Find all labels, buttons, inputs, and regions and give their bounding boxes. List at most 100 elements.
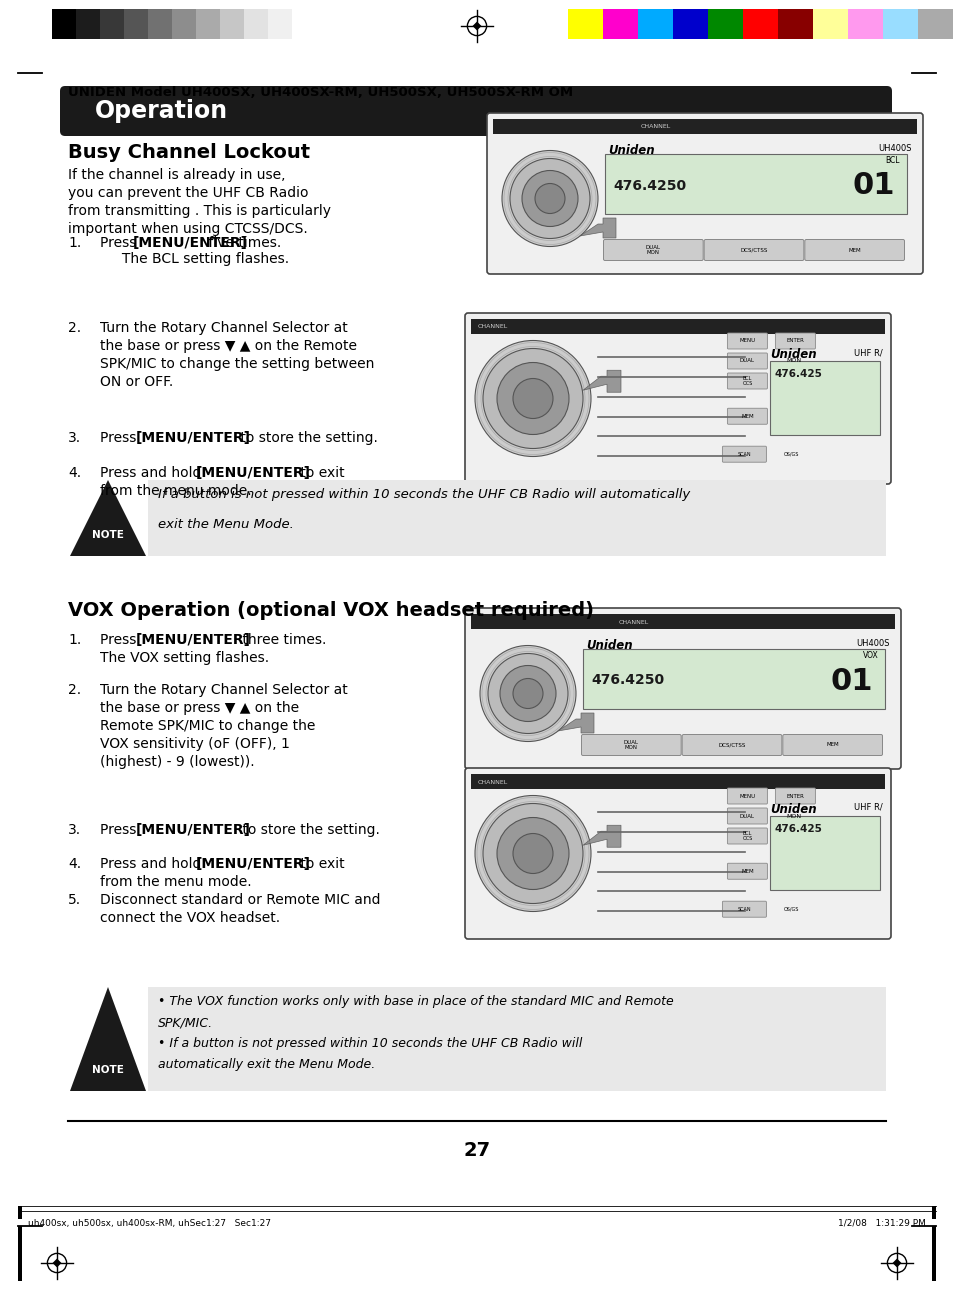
- Circle shape: [482, 804, 582, 903]
- FancyBboxPatch shape: [726, 827, 766, 844]
- Text: VOX: VOX: [862, 650, 878, 660]
- Text: 5.: 5.: [68, 892, 81, 907]
- Text: MON: MON: [785, 813, 801, 818]
- Circle shape: [535, 183, 564, 213]
- Text: • The VOX function works only with base in place of the standard MIC and Remote: • The VOX function works only with base …: [158, 995, 673, 1008]
- Bar: [268, 9, 292, 39]
- Text: The BCL setting flashes.: The BCL setting flashes.: [100, 252, 289, 265]
- Bar: [778, 9, 812, 39]
- Circle shape: [513, 834, 553, 873]
- Bar: [220, 9, 244, 39]
- Text: MENU: MENU: [739, 794, 755, 799]
- Text: 476.425: 476.425: [774, 368, 821, 379]
- FancyBboxPatch shape: [726, 373, 766, 389]
- FancyBboxPatch shape: [581, 735, 680, 756]
- FancyBboxPatch shape: [603, 239, 702, 260]
- Bar: [148, 480, 885, 556]
- FancyBboxPatch shape: [726, 353, 766, 369]
- Circle shape: [510, 159, 589, 238]
- Text: BCL
OCS: BCL OCS: [741, 376, 752, 386]
- FancyBboxPatch shape: [60, 86, 891, 137]
- FancyBboxPatch shape: [464, 608, 900, 769]
- Text: DUAL: DUAL: [740, 813, 754, 818]
- Text: important when using CTCSS/DCS.: important when using CTCSS/DCS.: [68, 222, 308, 235]
- Text: to store the setting.: to store the setting.: [237, 824, 379, 837]
- Polygon shape: [582, 371, 620, 392]
- Bar: [148, 987, 885, 1092]
- Text: DUAL
MON: DUAL MON: [623, 739, 639, 751]
- Text: (highest) - 9 (lowest)).: (highest) - 9 (lowest)).: [100, 755, 254, 769]
- Text: DCS/CTSS: DCS/CTSS: [718, 743, 745, 748]
- Text: OS/GS: OS/GS: [782, 451, 798, 457]
- Bar: [672, 9, 707, 39]
- Circle shape: [479, 645, 576, 742]
- Text: CHANNEL: CHANNEL: [477, 779, 508, 785]
- Text: 476.425: 476.425: [774, 824, 821, 834]
- Text: MEM: MEM: [825, 743, 838, 748]
- Bar: [244, 9, 268, 39]
- Polygon shape: [892, 1258, 901, 1267]
- Text: 476.4250: 476.4250: [613, 178, 685, 193]
- Bar: [770, 360, 879, 435]
- Text: BCL
OCS: BCL OCS: [741, 830, 752, 842]
- Text: UNIDEN Model UH400SX, UH400SX-RM, UH500SX, UH500SX-RM OM: UNIDEN Model UH400SX, UH400SX-RM, UH500S…: [68, 86, 573, 99]
- Text: SPK/MIC.: SPK/MIC.: [158, 1016, 213, 1029]
- Bar: [917, 9, 952, 39]
- Polygon shape: [579, 219, 616, 238]
- Text: Press: Press: [100, 431, 141, 445]
- Text: MEM: MEM: [740, 414, 753, 419]
- FancyBboxPatch shape: [726, 864, 766, 879]
- Text: [MENU/ENTER]: [MENU/ENTER]: [136, 431, 251, 445]
- Bar: [100, 9, 124, 39]
- Text: UH400S: UH400S: [878, 144, 911, 154]
- Text: 4.: 4.: [68, 857, 81, 870]
- Text: ENTER: ENTER: [785, 338, 803, 343]
- FancyBboxPatch shape: [782, 735, 882, 756]
- Text: VOX sensitivity (oF (OFF), 1: VOX sensitivity (oF (OFF), 1: [100, 736, 290, 751]
- Bar: [493, 118, 916, 134]
- Text: Turn the Rotary Channel Selector at: Turn the Rotary Channel Selector at: [100, 683, 348, 697]
- Text: MENU: MENU: [739, 338, 755, 343]
- Text: Disconnect standard or Remote MIC and: Disconnect standard or Remote MIC and: [100, 892, 380, 907]
- Text: Uniden: Uniden: [770, 803, 816, 816]
- Text: from the menu mode.: from the menu mode.: [100, 876, 252, 889]
- Bar: [471, 774, 884, 788]
- Bar: [582, 648, 884, 709]
- Bar: [567, 9, 602, 39]
- Text: Press and hold: Press and hold: [100, 857, 206, 870]
- Text: ENTER: ENTER: [785, 794, 803, 799]
- Text: 01: 01: [852, 172, 894, 200]
- Text: 2.: 2.: [68, 321, 81, 334]
- Text: DCS/CTSS: DCS/CTSS: [740, 247, 767, 252]
- Text: 3.: 3.: [68, 824, 81, 837]
- Text: the base or press ▼ ▲ on the: the base or press ▼ ▲ on the: [100, 701, 299, 716]
- Bar: [18, 1226, 22, 1281]
- FancyBboxPatch shape: [464, 768, 890, 939]
- Text: [MENU/ENTER]: [MENU/ENTER]: [136, 634, 251, 647]
- Polygon shape: [52, 1258, 61, 1267]
- Text: VOX Operation (optional VOX headset required): VOX Operation (optional VOX headset requ…: [68, 601, 594, 621]
- Bar: [931, 1206, 935, 1219]
- Text: [MENU/ENTER]: [MENU/ENTER]: [195, 466, 311, 480]
- Text: to exit: to exit: [295, 466, 344, 480]
- Polygon shape: [70, 987, 146, 1092]
- FancyBboxPatch shape: [703, 239, 803, 260]
- Bar: [812, 9, 847, 39]
- FancyBboxPatch shape: [726, 409, 766, 424]
- Text: NOTE: NOTE: [92, 1066, 124, 1075]
- Text: MON: MON: [785, 359, 801, 363]
- Circle shape: [499, 666, 556, 722]
- Bar: [172, 9, 195, 39]
- Text: you can prevent the UHF CB Radio: you can prevent the UHF CB Radio: [68, 186, 308, 200]
- Bar: [76, 9, 100, 39]
- Text: If a button is not pressed within 10 seconds the UHF CB Radio will automatically: If a button is not pressed within 10 sec…: [158, 488, 690, 501]
- Polygon shape: [582, 825, 620, 847]
- Text: MEM: MEM: [847, 247, 860, 252]
- Text: the base or press ▼ ▲ on the Remote: the base or press ▼ ▲ on the Remote: [100, 340, 356, 353]
- Text: SCAN: SCAN: [737, 451, 750, 457]
- Bar: [148, 9, 172, 39]
- Text: 3.: 3.: [68, 431, 81, 445]
- Bar: [742, 9, 778, 39]
- Text: The VOX setting flashes.: The VOX setting flashes.: [100, 650, 269, 665]
- Text: 01: 01: [830, 666, 872, 696]
